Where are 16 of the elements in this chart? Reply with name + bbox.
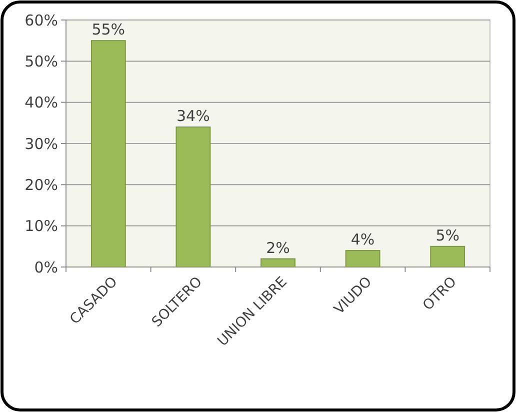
y-tick-label: 40% xyxy=(24,94,58,112)
data-label: 34% xyxy=(176,107,210,126)
data-label: 5% xyxy=(436,226,460,244)
y-tick-label: 30% xyxy=(24,134,58,153)
bar xyxy=(345,250,380,268)
y-tick-label: 20% xyxy=(24,176,58,194)
bar xyxy=(176,126,211,268)
bar xyxy=(430,246,466,268)
data-label: 55% xyxy=(92,20,126,39)
y-tick-label: 0% xyxy=(34,258,58,276)
y-tick-label: 50% xyxy=(24,52,58,70)
bar xyxy=(90,40,126,268)
y-tick-label: 10% xyxy=(24,217,58,236)
data-label: 2% xyxy=(266,238,290,257)
y-tick-label: 60% xyxy=(24,11,58,30)
data-label: 4% xyxy=(350,230,375,249)
